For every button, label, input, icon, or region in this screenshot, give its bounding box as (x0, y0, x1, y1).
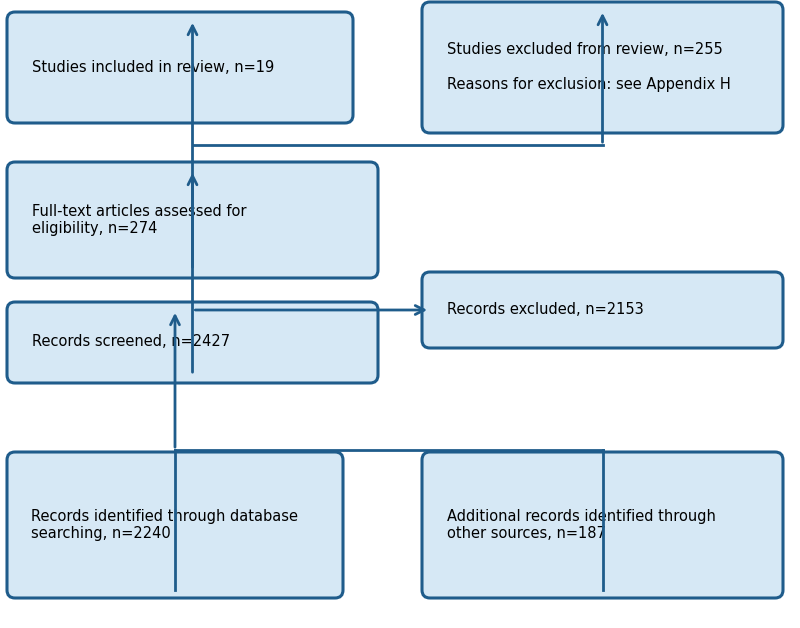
FancyBboxPatch shape (422, 452, 783, 598)
FancyBboxPatch shape (7, 452, 343, 598)
FancyBboxPatch shape (422, 2, 783, 133)
Text: Records screened, n=2427: Records screened, n=2427 (32, 335, 230, 350)
Text: Full-text articles assessed for
eligibility, n=274: Full-text articles assessed for eligibil… (32, 204, 246, 236)
FancyBboxPatch shape (7, 162, 378, 278)
FancyBboxPatch shape (422, 272, 783, 348)
Text: Additional records identified through
other sources, n=187: Additional records identified through ot… (446, 509, 716, 541)
FancyBboxPatch shape (7, 12, 353, 123)
FancyBboxPatch shape (7, 302, 378, 383)
Text: Records identified through database
searching, n=2240: Records identified through database sear… (31, 509, 298, 541)
Text: Studies excluded from review, n=255

Reasons for exclusion: see Appendix H: Studies excluded from review, n=255 Reas… (446, 42, 730, 92)
Text: Studies included in review, n=19: Studies included in review, n=19 (31, 60, 274, 75)
Text: Records excluded, n=2153: Records excluded, n=2153 (446, 303, 643, 318)
